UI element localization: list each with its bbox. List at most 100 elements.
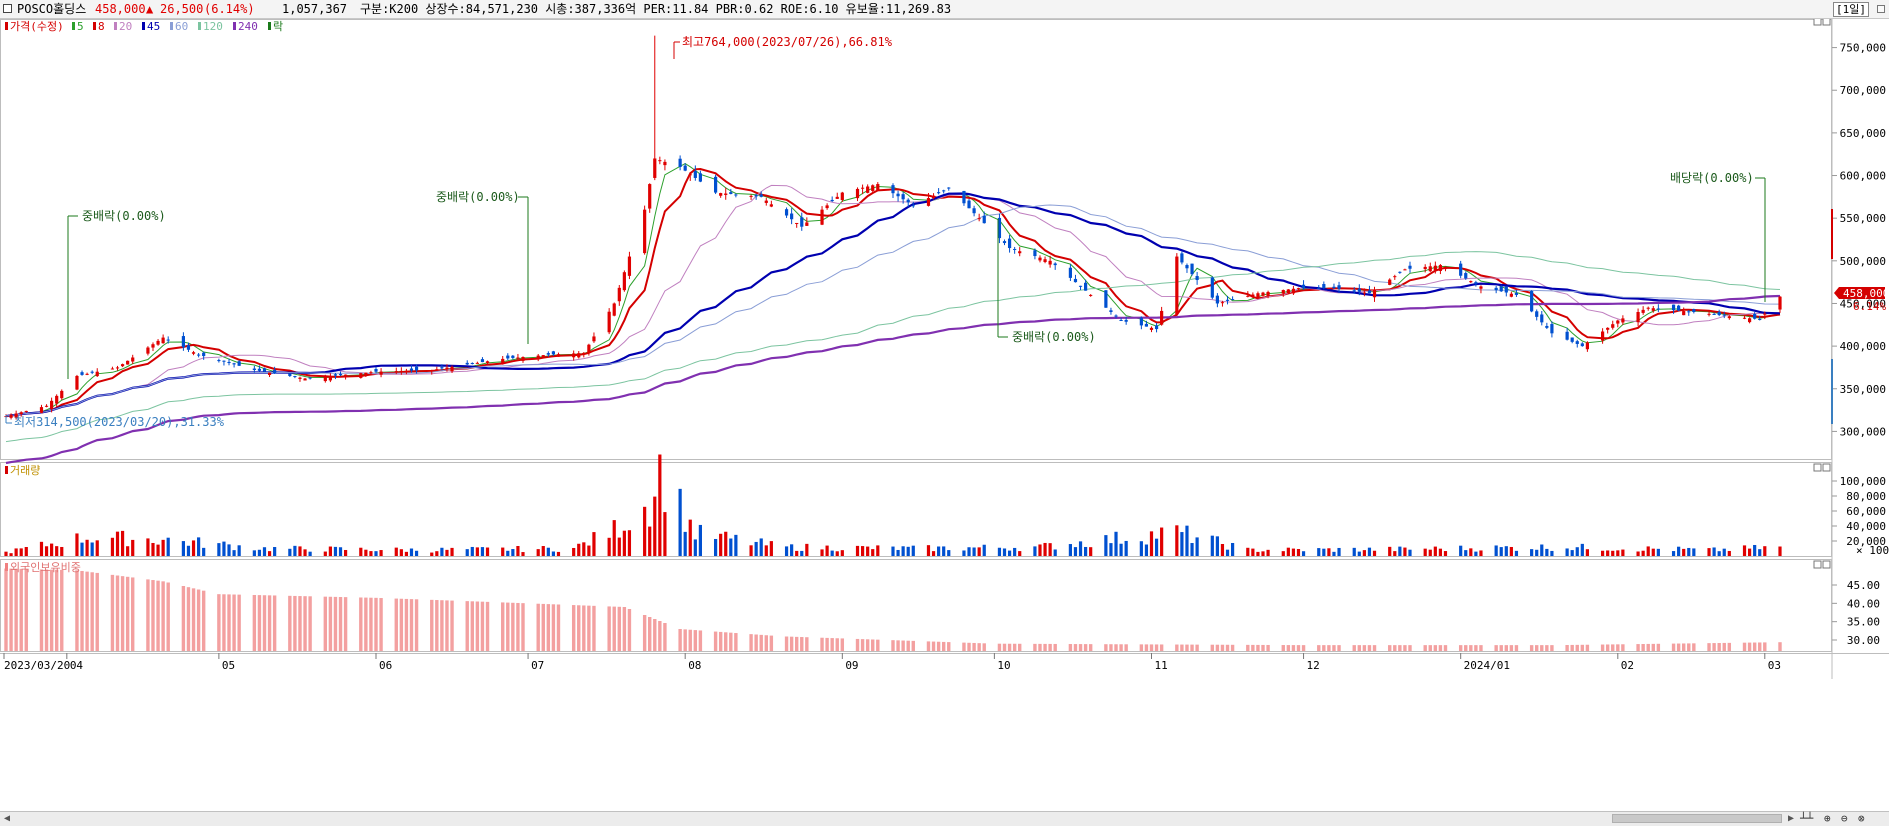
window-button[interactable] (1877, 5, 1885, 13)
volume-bar (1322, 548, 1326, 556)
foreign-bar (1124, 644, 1128, 651)
chart-header-bar: POSCO홀딩스 458,000 ▲ 26,500 (6.14%) 1,057,… (0, 0, 1889, 19)
candle-body (232, 363, 236, 365)
foreign-bar (1499, 645, 1503, 651)
volume-bar (227, 544, 231, 556)
foreign-bar (394, 598, 398, 651)
scroll-left-icon[interactable]: ◀ (4, 813, 11, 824)
legend-ma-5: 5 (77, 20, 84, 33)
foreign-bar (267, 595, 272, 651)
volume-bar (784, 546, 789, 556)
scroll-right-icon[interactable]: ▶ (1788, 813, 1795, 824)
candle-body (359, 373, 363, 378)
zoom-slider-icon[interactable]: ┴┴ (1800, 812, 1814, 825)
ma-line-8 (5, 167, 1781, 418)
zoom-in-icon[interactable]: ⊕ (1824, 812, 1831, 825)
foreign-bar (784, 636, 789, 651)
candle-body (724, 193, 728, 195)
foreign-bar (409, 599, 414, 651)
foreign-bar (1438, 645, 1443, 651)
zoom-reset-icon[interactable]: ⊗ (1858, 812, 1865, 825)
volume-bar (430, 552, 434, 556)
candle-body (1747, 318, 1752, 323)
foreign-bar (1038, 643, 1042, 651)
candle-body (1570, 337, 1574, 342)
candle-body (1641, 309, 1645, 313)
select-checkbox[interactable] (3, 4, 12, 13)
foreign-bar (227, 594, 231, 651)
foreign-bar (1119, 644, 1123, 651)
candle-body (866, 186, 870, 193)
volume-bar (997, 547, 1002, 556)
volume-bar (759, 538, 763, 556)
volume-bar (323, 551, 327, 556)
candle-body (541, 355, 545, 358)
candle-body (896, 193, 900, 197)
candle-body (288, 373, 292, 376)
foreign-bar (1332, 645, 1336, 651)
volume-bar (181, 541, 185, 556)
foreign-bar (582, 605, 586, 651)
foreign-bar (369, 597, 373, 651)
candle-body (1671, 304, 1676, 311)
candle-body (161, 337, 165, 344)
candle-body (754, 195, 758, 197)
foreign-bar (1215, 644, 1220, 651)
volume-bar (485, 547, 490, 556)
foreign-bar (1585, 644, 1590, 651)
foreign-bar (1646, 643, 1650, 651)
foreign-bar (1053, 643, 1057, 651)
foreign-bar (1575, 644, 1579, 651)
foreign-bar (1469, 645, 1473, 651)
candle-body (237, 361, 241, 366)
period-selector[interactable]: [1일] (1833, 2, 1869, 17)
volume-bar (1408, 549, 1412, 556)
volume-bar (110, 537, 115, 556)
candle-body (1109, 310, 1113, 312)
foreign-bar (1464, 645, 1468, 651)
volume-bar (698, 524, 702, 556)
foreign-bar (1388, 645, 1392, 651)
foreign-bar (891, 640, 895, 651)
volume-bar (546, 547, 550, 556)
candle-body (343, 374, 348, 377)
candle-body (592, 336, 596, 342)
scroll-thumb[interactable] (1612, 814, 1782, 823)
legend-ma-240: 240 (238, 20, 258, 33)
candle-body (749, 195, 753, 197)
candle-body (440, 367, 444, 369)
zoom-out-icon[interactable]: ⊖ (1841, 812, 1848, 825)
volume-bar (1687, 547, 1691, 556)
foreign-bar (936, 641, 941, 651)
candle-body (1286, 289, 1290, 294)
volume-bar (1570, 550, 1574, 556)
candle-body (394, 371, 398, 373)
foreign-bar (1261, 644, 1265, 651)
foreign-tick-label: 45.00 (1847, 579, 1880, 592)
foreign-bar (901, 640, 905, 651)
candle-body (328, 376, 332, 381)
volume-bar (1160, 527, 1164, 556)
legend-ma-60: 60 (175, 20, 188, 33)
volume-bar (1220, 543, 1225, 556)
volume-bar (85, 539, 89, 556)
candle-body (1043, 259, 1047, 263)
foreign-bar (1088, 644, 1093, 651)
candle-body (95, 371, 99, 377)
volume-bar (1423, 548, 1427, 556)
foreign-bar (1747, 642, 1752, 651)
foreign-bar (232, 594, 236, 651)
volume-bar (1393, 551, 1397, 556)
foreign-bar (237, 594, 241, 651)
candle-body (825, 205, 829, 209)
candle-body (982, 215, 986, 224)
volume-bar (937, 546, 941, 556)
volume-bar (1078, 541, 1083, 556)
volume-bar (607, 537, 611, 556)
foreign-bar (769, 635, 774, 651)
bottom-scrollbar[interactable]: ◀ ▶ ┴┴ ⊕ ⊖ ⊗ (0, 811, 1889, 826)
foreign-bar (1570, 644, 1574, 651)
foreign-bar (1230, 644, 1235, 651)
candle-body (1114, 315, 1118, 317)
candle-body (551, 351, 556, 355)
